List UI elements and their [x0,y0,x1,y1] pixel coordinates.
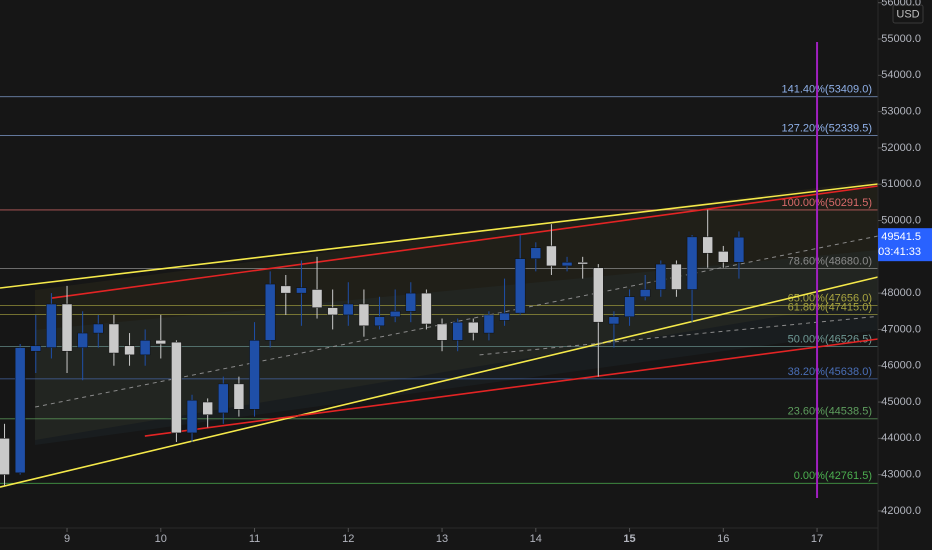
candle-body [218,383,229,414]
last-price-box [878,228,932,262]
candle-body [296,287,307,294]
fib-label: 141.40%(53409.0) [781,84,872,96]
x-tick-label: 14 [530,533,542,545]
last-price: 49541.5 [881,231,921,243]
candle-body [514,258,526,314]
currency-box[interactable] [892,4,924,24]
fib-label: 100.00%(50291.5) [781,197,872,209]
y-tick-label: 52000.0 [881,142,921,154]
candle-body [264,283,276,341]
x-tick-label: 10 [155,533,167,545]
trend-line [479,315,879,356]
plot-area: 141.40%(53409.0) 127.20%(52339.5) 100.00%(… [0,42,879,499]
countdown: 03:41:33 [878,246,921,258]
y-tick-label: 50000.0 [881,214,921,226]
trend-line [144,338,879,437]
candle-body [671,263,682,290]
candle-body [186,399,198,434]
candle-body [718,251,729,263]
candle-body [468,321,479,334]
candle-body [61,303,73,352]
candle-body [436,323,448,341]
fib-label: 50.00%(46526.5) [788,334,872,346]
candle-body [655,263,667,290]
candle-body [593,267,604,323]
x-tick-label: 11 [249,533,260,545]
x-tick-label: 15 [623,533,635,545]
channel-shade [35,250,878,445]
trend-line [0,276,879,488]
candle-body [108,323,120,354]
candle-body [0,438,10,475]
candle-body [93,323,104,334]
candle-body [686,236,698,290]
candle-body [702,236,713,254]
candle-body [46,303,57,348]
fib-label: 38.20%(45638.0) [788,366,872,378]
y-tick-label: 47000.0 [881,323,921,335]
candle-body [14,347,26,474]
candle-body [358,303,370,327]
candle-body [624,296,635,317]
channel-shade [35,180,878,440]
fib-label: 0.00%(42761.5) [794,470,872,482]
candle-body [139,340,151,356]
trend-line [51,185,879,299]
fib-label: 65.00%(47656.0) [788,293,872,305]
candle-body [249,340,260,410]
y-tick-label: 56000.0 [881,0,921,9]
candle-body [452,321,463,341]
candle-body [405,292,417,312]
candle-body [546,245,557,267]
y-tick-label: 42000.0 [881,505,921,517]
candle-body [733,236,745,263]
y-tick-label: 54000.0 [881,69,921,81]
y-tick-label: 45000.0 [881,396,921,408]
candle-body [389,311,401,317]
x-tick-label: 9 [64,533,70,545]
candle-body [30,345,42,352]
currency: USD [896,8,919,20]
candle-body [343,303,354,316]
candle-body [171,341,182,434]
x-tick-label: 12 [342,533,354,545]
candle-body [608,316,620,325]
candle-body [374,316,385,327]
fib-label: 78.60%(48680.0) [788,255,872,267]
trend-line [0,183,879,289]
fib-label: 23.60%(44538.5) [788,406,872,418]
y-tick-label: 51000.0 [881,178,921,190]
candle-body [327,307,338,316]
candle-body [577,262,588,265]
x-tick-label: 16 [717,533,729,545]
y-tick-label: 44000.0 [881,432,921,444]
candle-body [530,247,542,259]
candle-body [233,383,245,410]
candle-body [421,292,432,325]
fib-label: 61.80%(47415.0) [788,301,872,313]
y-tick-label: 53000.0 [881,106,921,118]
candle-body [311,289,323,308]
fib-label: 127.20%(52339.5) [781,123,872,135]
x-tick-label: 13 [436,533,448,545]
candle-body [77,332,88,348]
y-tick-label: 46000.0 [881,360,921,372]
x-tick-label: 17 [811,533,823,545]
candle-body [483,314,495,334]
candle-body [280,285,292,294]
candle-body [499,312,510,321]
y-tick-label: 43000.0 [881,469,921,481]
y-tick-label: 55000.0 [881,33,921,45]
y-tick-label: 48000.0 [881,287,921,299]
candle-body [561,262,573,267]
candle-body [155,340,167,345]
candle-body [639,289,651,298]
candle-body [202,401,213,415]
candle-body [124,345,135,356]
